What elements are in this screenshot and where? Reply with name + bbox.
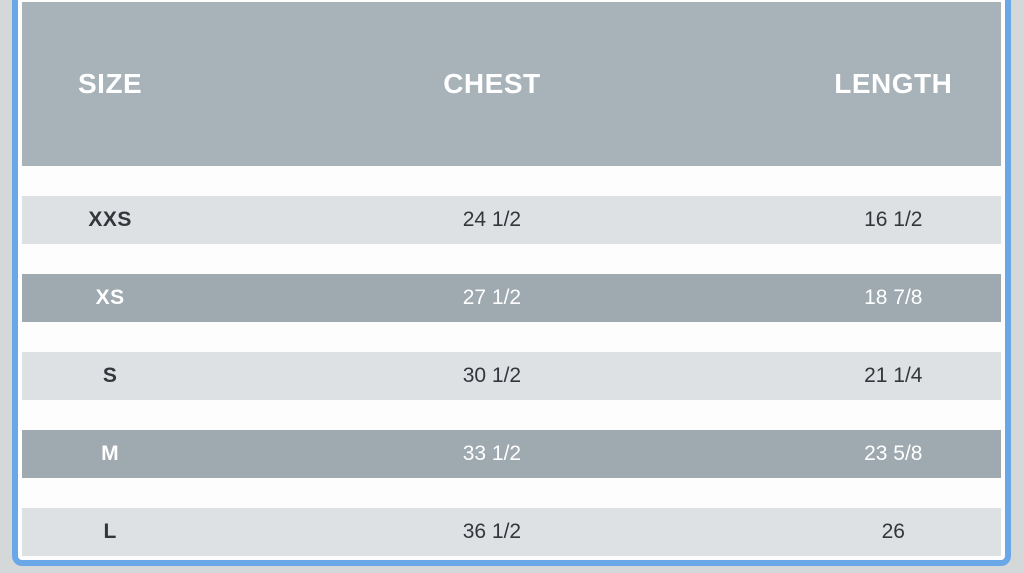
size-cell: XXS [88, 208, 132, 231]
table-row: XXS 24 1/2 16 1/2 [22, 196, 1001, 244]
table-row: L 36 1/2 26 [22, 508, 1001, 556]
table-row: M 33 1/2 23 5/8 [22, 430, 1001, 478]
chest-cell: 36 1/2 [462, 520, 522, 543]
table-header-row: SIZE CHEST LENGTH [22, 2, 1001, 166]
size-cell: L [103, 520, 117, 543]
length-cell: 23 5/8 [864, 442, 923, 465]
table-row: S 30 1/2 21 1/4 [22, 352, 1001, 400]
size-chart-table: SIZE CHEST LENGTH XXS 24 1/2 16 1/2 XS 2… [22, 2, 1001, 556]
size-chart-panel: SIZE CHEST LENGTH XXS 24 1/2 16 1/2 XS 2… [12, 0, 1011, 566]
header-cell-length: LENGTH [834, 68, 953, 99]
size-cell: XS [95, 286, 125, 309]
table-row: XS 27 1/2 18 7/8 [22, 274, 1001, 322]
chest-cell: 24 1/2 [462, 208, 522, 231]
length-cell: 26 [881, 520, 905, 543]
size-cell: M [101, 442, 120, 465]
header-cell-size: SIZE [77, 68, 143, 99]
chest-cell: 30 1/2 [462, 364, 522, 387]
chest-cell: 27 1/2 [462, 286, 522, 309]
length-cell: 21 1/4 [864, 364, 923, 387]
chest-cell: 33 1/2 [462, 442, 522, 465]
length-cell: 18 7/8 [864, 286, 923, 309]
size-cell: S [102, 364, 118, 387]
length-cell: 16 1/2 [864, 208, 923, 231]
header-cell-chest: CHEST [443, 68, 541, 99]
